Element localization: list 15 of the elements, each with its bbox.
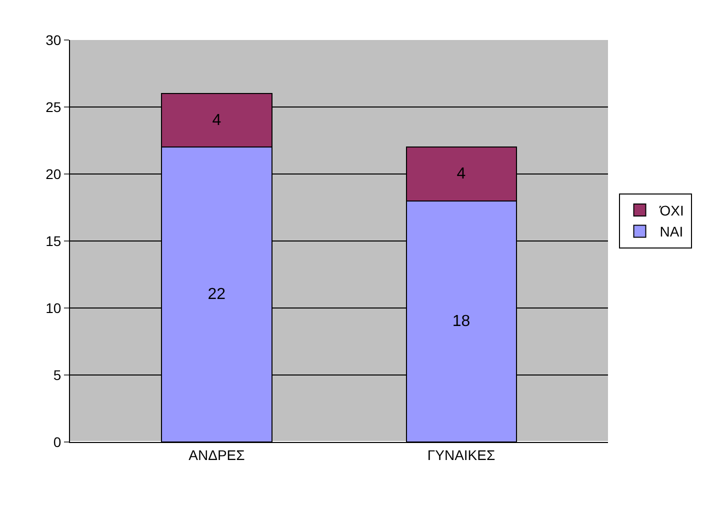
legend-label: ΝΑΙ: [660, 224, 684, 240]
x-tick-label: ΑΝΔΡΕΣ: [188, 446, 246, 463]
data-label: 4: [456, 166, 466, 182]
y-tick-label: 30: [46, 32, 62, 48]
x-tick-label: ΓΥΝΑΙΚΕΣ: [427, 446, 496, 463]
y-tick-label: 10: [46, 300, 62, 316]
y-tick-label: 5: [53, 366, 62, 383]
y-tick-label: 20: [46, 166, 62, 182]
legend-label: ΌΧΙ: [658, 202, 684, 218]
y-tick-label: 0: [53, 434, 62, 450]
y-tick-label: 15: [46, 232, 62, 249]
y-tick-label: 25: [46, 98, 62, 115]
data-label: 18: [452, 312, 470, 330]
data-label: 4: [212, 112, 222, 129]
data-label: 22: [208, 286, 226, 304]
